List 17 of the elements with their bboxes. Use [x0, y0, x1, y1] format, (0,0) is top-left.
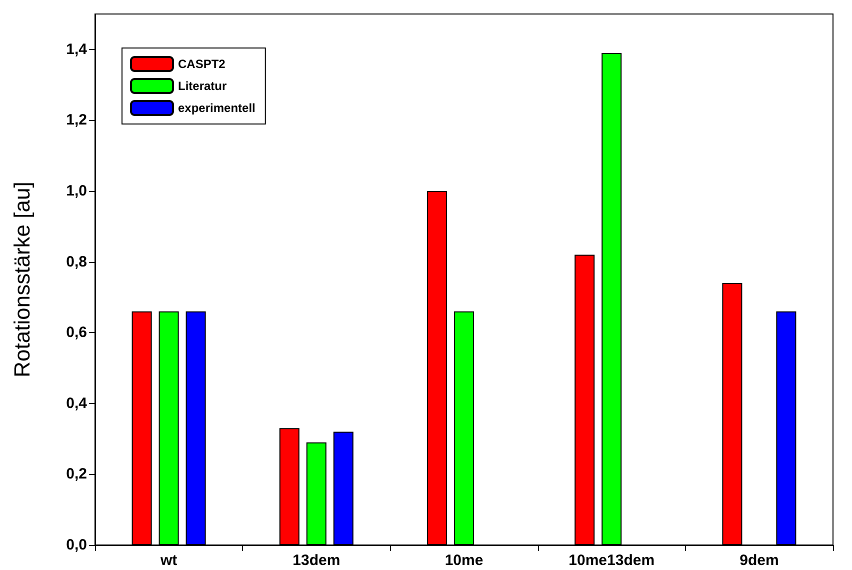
x-tick-label: 13dem — [292, 552, 340, 569]
y-tick-label: 1,2 — [66, 112, 87, 129]
x-tick-label: 10me — [444, 552, 484, 569]
y-tick-label: 1,4 — [66, 40, 88, 58]
y-tick-label: 0,0 — [66, 536, 87, 554]
y-tick-label: 0,8 — [66, 253, 87, 270]
x-tick-label: 9dem — [740, 552, 779, 569]
y-tick-label: 0,6 — [66, 324, 87, 342]
x-tick-label: wt — [159, 552, 178, 569]
y-axis-title: Rotationsstärke [au] — [10, 182, 34, 378]
y-tick-label: 0,2 — [66, 466, 87, 483]
y-tick-label: 0,4 — [66, 394, 88, 412]
legend-label: experimentell — [178, 101, 256, 115]
legend-label: CASPT2 — [178, 57, 226, 71]
legend-label: Literatur — [178, 79, 228, 93]
x-tick-label: 10me13dem — [568, 552, 655, 569]
y-tick-label: 1,0 — [66, 182, 87, 200]
